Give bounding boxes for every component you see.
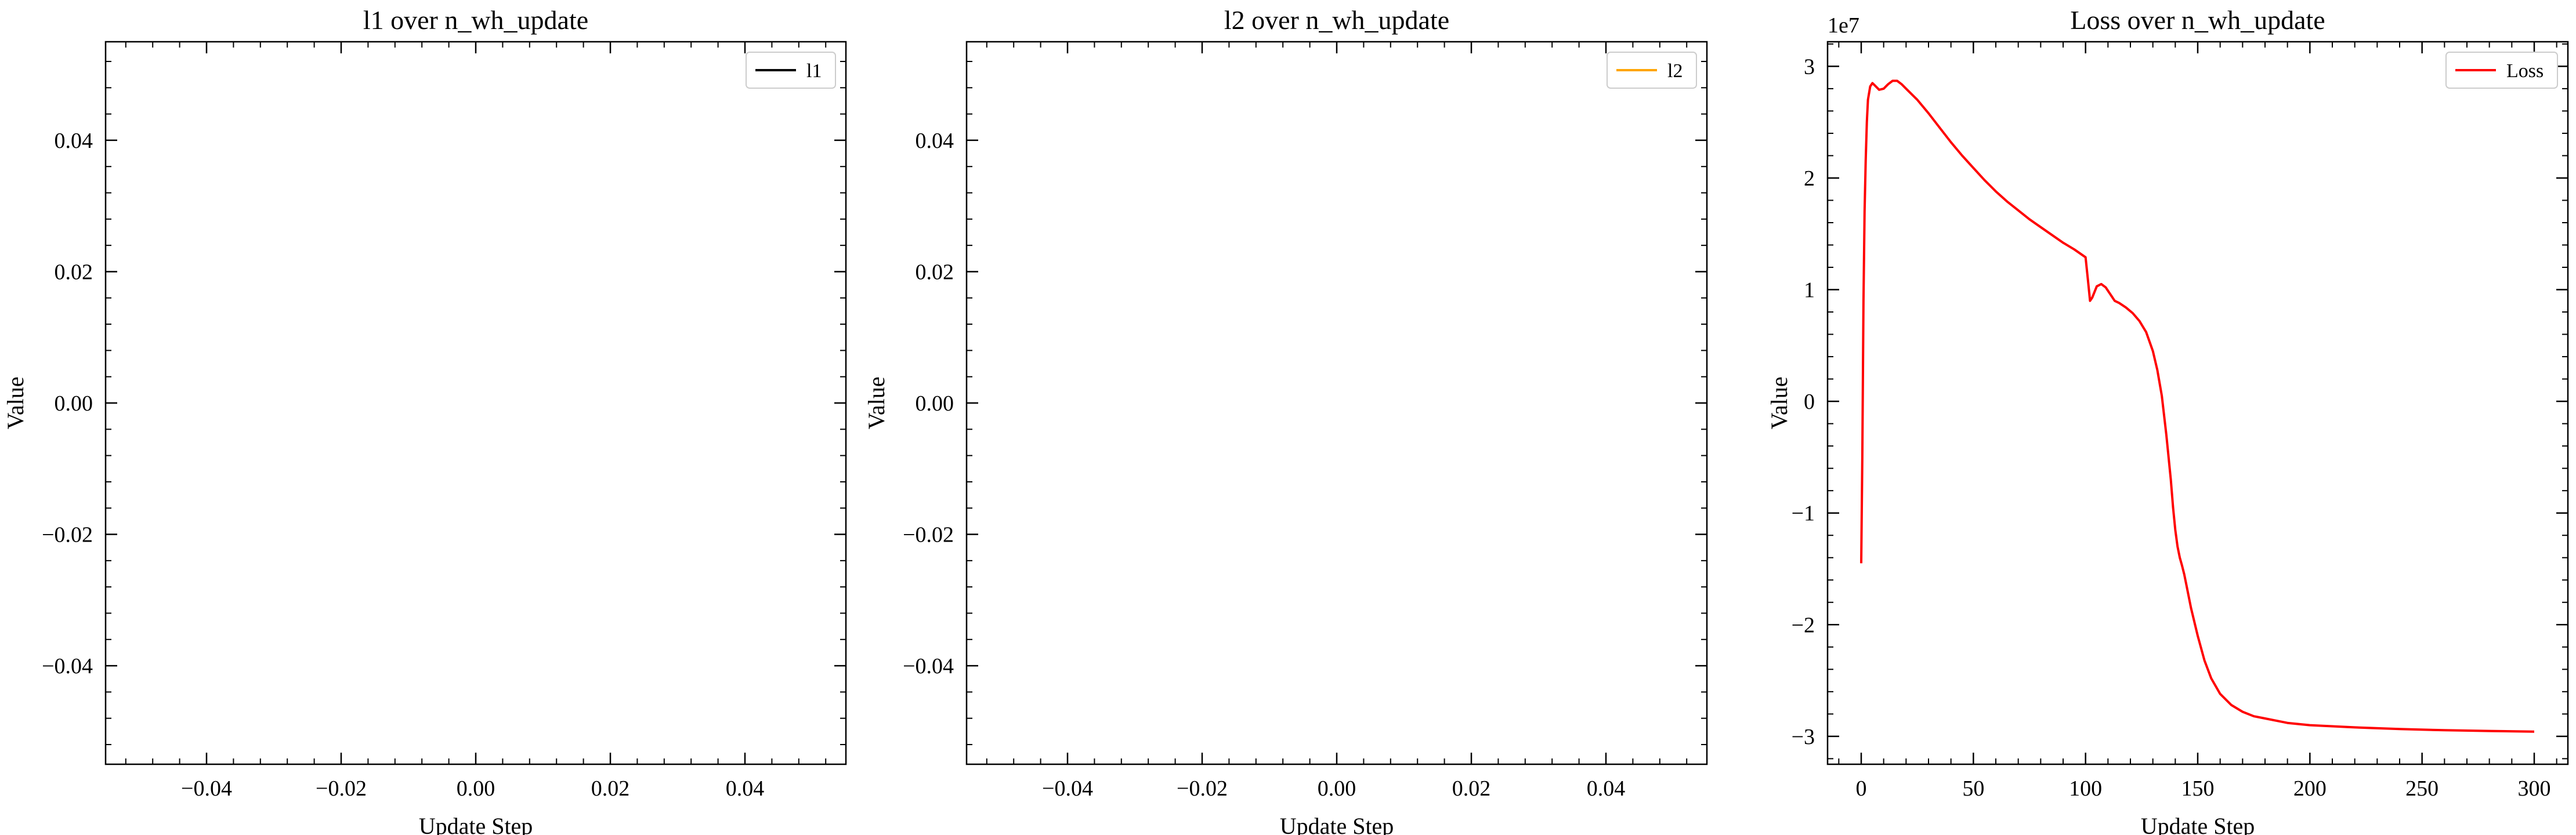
chart-panel-2: l2 over n_wh_update Update Step Value −0.04… (863, 5, 1708, 835)
x-tick-label: 250 (2405, 776, 2438, 801)
y-tick-label: −0.04 (42, 654, 93, 678)
plot-frame (1826, 41, 2569, 765)
x-tick-label: 50 (1962, 776, 1984, 801)
x-tick-label: 0 (1856, 776, 1867, 801)
y-tick-label: −2 (1792, 613, 1815, 637)
x-tick-label: 300 (2518, 776, 2551, 801)
y-tick-label: 0.00 (55, 391, 93, 416)
y-axis-label: Value (1766, 376, 1792, 429)
legend: l1 (746, 52, 836, 89)
chart-title: Loss over n_wh_update (2070, 5, 2325, 35)
x-axis-label: Update Step (419, 813, 533, 835)
y-tick-label: 0.02 (55, 260, 93, 284)
x-tick-label: −0.04 (1042, 776, 1093, 801)
y-axis-label: Value (863, 376, 889, 429)
x-tick-label: −0.02 (316, 776, 367, 801)
y-axis-label: Value (2, 376, 28, 429)
y-tick-label: 3 (1804, 55, 1815, 79)
chart-title: l2 over n_wh_update (1224, 5, 1449, 35)
y-tick-label: 0.00 (916, 391, 954, 416)
y-tick-label: 0.04 (55, 129, 93, 153)
legend-label: l2 (1667, 60, 1683, 82)
y-tick-label: −3 (1792, 725, 1815, 749)
x-tick-label: 0.04 (726, 776, 765, 801)
x-tick-label: 200 (2293, 776, 2327, 801)
legend: Loss (2445, 52, 2558, 89)
x-tick-label: 0.02 (591, 776, 630, 801)
legend-label: l1 (806, 60, 822, 82)
y-tick-label: 0 (1804, 390, 1815, 414)
x-tick-label: 0.02 (1452, 776, 1491, 801)
y-tick-label: 2 (1804, 166, 1815, 191)
x-tick-label: 0.00 (457, 776, 495, 801)
y-tick-label: −0.02 (42, 523, 93, 547)
plot-frame (104, 41, 847, 765)
x-tick-label: −0.04 (181, 776, 232, 801)
x-tick-label: 100 (2069, 776, 2102, 801)
y-tick-label: 1 (1804, 278, 1815, 303)
y-tick-label: −0.02 (903, 523, 954, 547)
y-tick-label: 0.02 (916, 260, 954, 284)
y-tick-label: −0.04 (903, 654, 954, 678)
y-tick-label: 0.04 (916, 129, 954, 153)
legend-box (2445, 52, 2558, 89)
y-tick-label: −1 (1792, 502, 1815, 526)
legend-label: Loss (2506, 60, 2544, 82)
plot-frame (965, 41, 1708, 765)
chart-title: l1 over n_wh_update (363, 5, 588, 35)
series-line-loss (1860, 79, 2535, 733)
x-tick-label: −0.02 (1177, 776, 1228, 801)
chart-panel-3: Loss over n_wh_update Update Step Value 1e7… (1766, 5, 2569, 835)
x-axis-label: Update Step (1280, 813, 1394, 835)
x-tick-label: 150 (2181, 776, 2215, 801)
chart-panel-1: l1 over n_wh_update Update Step Value −0.04… (2, 5, 847, 835)
x-tick-label: 0.00 (1318, 776, 1356, 801)
legend: l2 (1607, 52, 1697, 89)
y-axis-offset-text: 1e7 (1828, 13, 1859, 38)
x-tick-label: 0.04 (1587, 776, 1626, 801)
x-axis-label: Update Step (2141, 813, 2255, 835)
